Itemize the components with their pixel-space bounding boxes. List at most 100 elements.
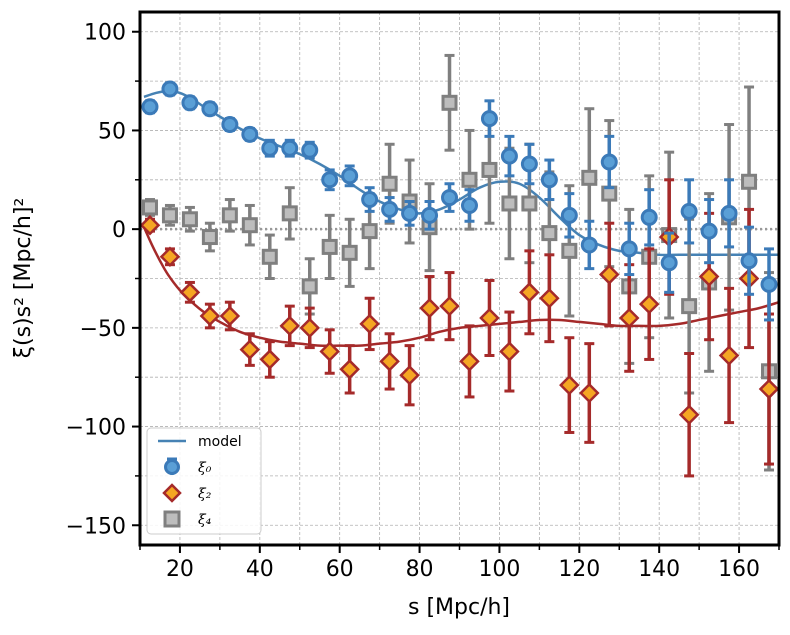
xi0-point (660, 254, 678, 272)
xi4-point (561, 242, 578, 259)
xi2-point (239, 339, 261, 360)
legend-xi4-marker (163, 510, 181, 528)
xi0-point (480, 110, 498, 128)
xi2-point (598, 264, 620, 285)
x-tick-label: 80 (406, 557, 434, 582)
y-tick-label: 50 (98, 119, 126, 144)
xi2-point (419, 297, 440, 319)
xi0-point (181, 94, 199, 112)
xi4-point (221, 207, 238, 224)
x-tick-label: 140 (638, 557, 680, 582)
legend-xi0-label: ξ₀ (198, 460, 212, 476)
xi4-point (541, 225, 558, 242)
xi2-point (279, 315, 301, 337)
xi4-point (341, 244, 358, 261)
xi4-point (201, 229, 218, 246)
x-tick-label: 60 (326, 557, 354, 582)
xi4-point (381, 175, 398, 192)
x-tick-label: 40 (246, 557, 274, 582)
xi0-point (500, 147, 518, 165)
x-tick-label: 120 (558, 557, 600, 582)
legend-xi2-marker (162, 483, 182, 503)
xi2-point (379, 351, 400, 372)
xi0-point (600, 153, 618, 171)
xi0-point (361, 191, 379, 209)
xi0-point (201, 100, 219, 118)
xi0-point (520, 155, 538, 173)
xi0-point (381, 200, 399, 218)
xi2-point (399, 364, 420, 386)
xi0-point (441, 189, 459, 207)
xi0-point (401, 204, 419, 222)
xi0-point (341, 167, 359, 185)
y-tick-label: 100 (84, 21, 126, 46)
y-tick-label: 0 (112, 218, 126, 243)
xi2-point (638, 293, 660, 315)
series-xi0 (141, 80, 778, 322)
xi4-point (481, 161, 498, 178)
xi2-point (559, 374, 580, 396)
xi2-point (519, 282, 540, 303)
xi4-point (301, 278, 318, 295)
series-xi2 (139, 178, 780, 478)
x-tick-label: 160 (718, 557, 760, 582)
legend: model ξ₀ ξ₂ ξ₄ (146, 427, 262, 535)
xi0-point (460, 196, 478, 214)
xi0-point (141, 98, 159, 116)
xi2-point (499, 341, 520, 362)
xi2-point (459, 351, 480, 372)
xi4-point (281, 205, 298, 222)
xi2-point (339, 359, 360, 380)
xi4-point (681, 298, 698, 315)
xi2-point (299, 317, 321, 339)
legend-xi0-marker (164, 459, 180, 475)
xi0-point (700, 222, 718, 240)
x-axis-label: s [Mpc/h] (408, 595, 510, 620)
xi0-point (261, 139, 279, 157)
legend-xi2-label: ξ₂ (198, 486, 212, 502)
data-points (139, 53, 780, 478)
xi2-point (718, 345, 740, 366)
xi0-point (241, 125, 259, 143)
xi2-point (159, 246, 181, 268)
xi4-point (241, 217, 258, 234)
xi2-point (319, 341, 340, 362)
xi4-point (361, 223, 378, 240)
xi2-point (199, 305, 221, 327)
xi0-point (720, 204, 738, 222)
xi0-point (321, 171, 339, 189)
y-ticks: 100 50 0 −50 −100 −150 (66, 21, 140, 539)
xi2-point (439, 295, 460, 317)
xi4-point (181, 211, 198, 228)
xi2-point (539, 287, 560, 309)
xi4-point (461, 171, 478, 188)
xi2-point (758, 378, 780, 400)
xi0-point (760, 275, 778, 293)
y-tick-label: −100 (66, 416, 126, 441)
xi2-point (579, 382, 600, 404)
xi4-point (521, 195, 538, 212)
legend-box (146, 427, 262, 535)
xi4-point (581, 169, 598, 186)
xi0-point (421, 206, 439, 224)
x-ticks: 20 40 60 80 100 120 140 160 (139, 545, 780, 582)
xi2-point (479, 307, 500, 329)
xi0-point (221, 116, 239, 134)
xi4-point (161, 207, 178, 224)
xi4-point (441, 94, 458, 111)
xi0-point (281, 139, 299, 157)
xi0-point (740, 252, 758, 270)
xi0-point (161, 80, 179, 98)
legend-model-label: model (198, 434, 242, 450)
xi2-point (219, 305, 241, 327)
xi0-point (620, 240, 638, 258)
xi2-point (259, 349, 281, 370)
xi4-point (741, 173, 758, 190)
xi0-point (560, 206, 578, 224)
xi4-point (501, 195, 518, 212)
xi2-point (359, 313, 380, 335)
xi0-point (540, 171, 558, 189)
x-tick-label: 20 (166, 557, 194, 582)
y-axis-label: ξ(s)s² [Mpc/h]² (11, 198, 36, 359)
xi4-point (321, 238, 338, 255)
